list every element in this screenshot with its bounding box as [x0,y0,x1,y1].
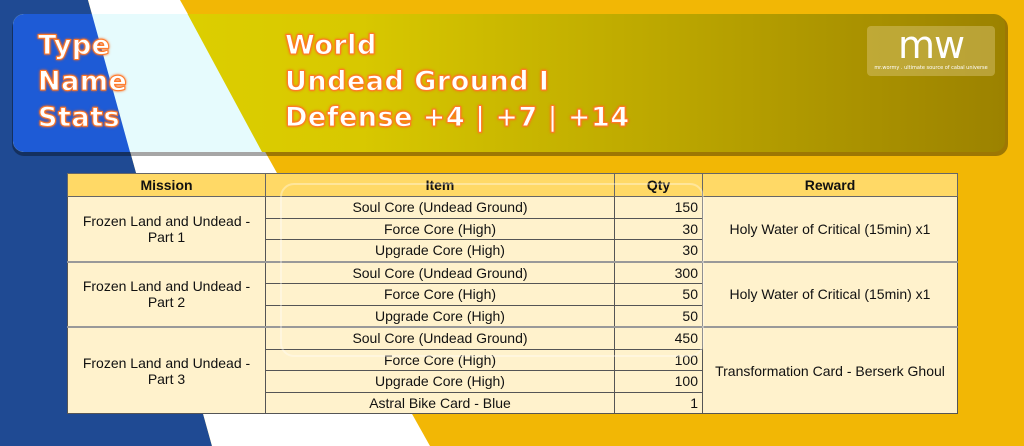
logo-mark: mw [897,23,965,67]
header-values: World Undead Ground I Defense +4 | +7 | … [285,28,630,136]
stats-label: Stats [37,102,121,134]
item-cell: Soul Core (Undead Ground) [265,326,615,350]
col-mission: Mission [67,173,266,197]
table-row: Upgrade Core (High) 30 [68,239,958,262]
table-row: Frozen Land and Undead - Part 1 Soul Core… [67,196,958,262]
title-panel [13,14,1005,152]
col-item: Item [265,173,615,197]
item-cell: Force Core (High) [265,283,615,306]
table-row: Upgrade Core (High) 50 [68,304,958,328]
name-label: Name [37,66,128,98]
qty-cell: 30 [614,239,703,262]
table-header-row: Mission Item Qty Reward [67,173,958,197]
item-cell: Force Core (High) [265,217,615,240]
qty-cell: 300 [614,260,703,284]
qty-cell: 100 [614,370,703,393]
stats-value: Defense +4 | +7 | +14 [285,102,630,134]
qty-cell: 30 [614,217,703,240]
header-labels: Type Name Stats [37,28,128,136]
item-cell: Upgrade Core (High) [265,239,615,262]
type-label: Type [37,30,111,62]
item-cell: Soul Core (Undead Ground) [265,260,615,284]
qty-cell: 150 [614,196,703,219]
logo-tagline: mr.wormy . ultimate source of cabal univ… [874,65,988,71]
name-value: Undead Ground I [285,66,550,98]
table-row: Force Core (High) 100 [68,348,958,371]
mission-table: Mission Item Qty Reward Frozen Land and … [67,173,958,414]
table-row: Frozen Land and Undead - Part 3 Soul Core… [67,326,958,414]
qty-cell: 50 [614,283,703,306]
table-row: Frozen Land and Undead - Part 2 Soul Core… [67,260,958,328]
table-row: Force Core (High) 50 [68,283,958,306]
qty-cell: 1 [614,391,703,414]
item-cell: Soul Core (Undead Ground) [265,196,615,219]
table-row: Astral Bike Card - Blue 1 [68,391,958,414]
reward-cell: Holy Water of Critical (15min) x1 [702,196,958,262]
reward-cell: Holy Water of Critical (15min) x1 [702,260,958,328]
qty-cell: 100 [614,348,703,371]
table-row: Upgrade Core (High) 100 [68,370,958,393]
mission-cell: Frozen Land and Undead - Part 2 [67,260,266,328]
col-qty: Qty [614,173,703,197]
mw-logo: mw mr.wormy . ultimate source of cabal u… [867,26,995,76]
type-value: World [285,30,377,62]
item-cell: Upgrade Core (High) [265,370,615,393]
item-cell: Astral Bike Card - Blue [265,391,615,414]
reward-cell: Transformation Card - Berserk Ghoul [702,326,958,414]
mission-cell: Frozen Land and Undead - Part 3 [67,326,266,414]
item-cell: Upgrade Core (High) [265,304,615,328]
item-cell: Force Core (High) [265,348,615,371]
qty-cell: 450 [614,326,703,350]
mission-cell: Frozen Land and Undead - Part 1 [67,196,266,262]
qty-cell: 50 [614,304,703,328]
col-reward: Reward [702,173,958,197]
